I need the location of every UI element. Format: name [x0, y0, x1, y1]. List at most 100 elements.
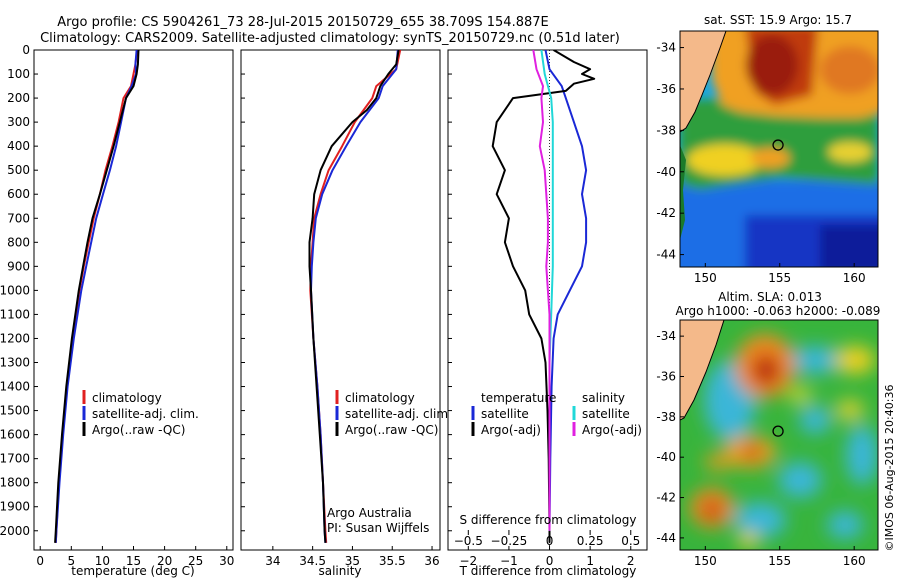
lon-tick-label: 160 — [843, 554, 866, 568]
difference-y-ticks — [448, 49, 452, 532]
legend-label-climatology: climatology — [92, 391, 162, 405]
legend-title-temperature: temperature — [481, 391, 556, 405]
lat-tick-label: -44 — [656, 531, 676, 545]
legend-label-argo: Argo(..raw -QC) — [345, 423, 438, 437]
series-line-satellite-adj-clim- — [54, 50, 138, 543]
sst-argo-position-marker — [772, 139, 784, 151]
x-tick-label: 0 — [546, 554, 554, 568]
lat-tick-label: -36 — [656, 82, 676, 96]
sst-map-frame — [679, 30, 879, 268]
legend-label-t-satellite: satellite — [481, 407, 529, 421]
depth-tick-label: 600 — [7, 187, 30, 201]
depth-tick-label: 100 — [7, 67, 30, 81]
salinity-axis-label: salinity — [318, 564, 361, 578]
depth-tick-label: 400 — [7, 139, 30, 153]
land-australia — [680, 320, 724, 420]
temperature-axis-label: temperature (deg C) — [71, 564, 194, 578]
sla-map-title-line2: Argo h1000: -0.063 h2000: -0.089 — [676, 304, 881, 318]
depth-tick-label: 500 — [7, 163, 30, 177]
depth-tick-label: 700 — [7, 211, 30, 225]
lat-tick-label: -36 — [656, 369, 676, 383]
figure-title-line1: Argo profile: CS 5904261_73 28-Jul-2015 … — [57, 15, 548, 30]
x-tick-label: 1 — [586, 554, 594, 568]
lat-tick-label: -42 — [656, 206, 676, 220]
depth-tick-label: 1600 — [0, 428, 30, 442]
s-tick-label: −0.25 — [491, 534, 528, 548]
depth-tick-label: 900 — [7, 259, 30, 273]
series-line-t-satellite — [544, 50, 588, 531]
salinity-legend: climatology satellite-adj. clim. Argo(..… — [335, 390, 452, 437]
x-tick-label: 20 — [157, 554, 172, 568]
x-tick-label: 34.5 — [299, 554, 326, 568]
series-line-s-argo-adj- — [532, 50, 551, 531]
x-tick-label: 36 — [424, 554, 439, 568]
lat-tick-label: -38 — [656, 410, 676, 424]
difference-legend-temperature: temperature satellite Argo(-adj) — [471, 391, 556, 437]
x-tick-label: 15 — [126, 554, 141, 568]
temperature-legend: climatology satellite-adj. clim. Argo(..… — [82, 390, 199, 437]
argo-operator-label: Argo Australia — [327, 506, 412, 520]
salinity-y-ticks — [241, 49, 245, 532]
depth-axis: 0 100 200 300 400 500 600 700 800 900 1000 1100 1200… — [0, 43, 38, 538]
x-tick-label: 30 — [219, 554, 234, 568]
x-tick-label: 10 — [95, 554, 110, 568]
legend-label-climatology: climatology — [345, 391, 415, 405]
temperature-plot-frame — [33, 49, 234, 551]
legend-label-s-argo: Argo(-adj) — [582, 423, 642, 437]
sst-map-panel: sat. SST: 15.9 Argo: 15.7 -34-36- — [656, 13, 879, 285]
difference-series — [491, 50, 596, 543]
s-difference-axis: −0.5 −0.25 0 0.25 0.5 — [454, 530, 640, 548]
sla-map-panel: Altim. SLA: 0.013 Argo h1000: -0.063 h20… — [656, 290, 880, 568]
depth-tick-label: 2000 — [0, 524, 30, 538]
sst-map-image — [680, 31, 878, 267]
lon-tick-label: 155 — [768, 271, 791, 285]
temperature-series — [54, 50, 140, 543]
s-difference-axis-label: S difference from climatology — [460, 513, 637, 527]
x-tick-label: 35 — [345, 554, 360, 568]
x-tick-label: 34 — [265, 554, 280, 568]
depth-tick-label: 1500 — [0, 404, 30, 418]
depth-tick-label: 1100 — [0, 307, 30, 321]
depth-tick-label: 1700 — [0, 452, 30, 466]
temperature-panel: 0100200300400500600700800900100011001200… — [0, 43, 234, 578]
salinity-panel: 34 34.5 35 35.5 36 climatology satellite-adj… — [240, 49, 452, 578]
depth-tick-label: 1000 — [0, 283, 30, 297]
depth-tick-label: 1300 — [0, 356, 30, 370]
figure-title-line2: Climatology: CARS2009. Satellite-adjuste… — [40, 31, 620, 46]
lat-tick-label: -34 — [656, 41, 676, 55]
depth-tick-label: 1400 — [0, 380, 30, 394]
legend-label-argo: Argo(..raw -QC) — [92, 423, 185, 437]
legend-label-satellite-adj: satellite-adj. clim. — [345, 407, 452, 421]
s-tick-label: 0.5 — [621, 534, 640, 548]
series-line-argo-raw-qc- — [54, 50, 140, 543]
x-tick-label: 0 — [36, 554, 44, 568]
sla-argo-position-marker — [772, 425, 784, 437]
lon-tick-label: 160 — [843, 271, 866, 285]
lat-tick-label: -44 — [656, 248, 676, 262]
series-line-t-argo-adj- — [491, 50, 596, 543]
difference-plot-frame — [447, 49, 648, 551]
s-tick-label: 0.25 — [577, 534, 604, 548]
t-difference-axis-label: T difference from climatology — [459, 564, 637, 578]
argo-pi-label: PI: Susan Wijffels — [327, 521, 429, 535]
difference-legend-salinity: salinity satellite Argo(-adj) — [572, 391, 642, 437]
x-tick-label: 25 — [188, 554, 203, 568]
lat-tick-label: -40 — [656, 450, 676, 464]
series-line-argo-raw-qc- — [308, 50, 400, 543]
depth-tick-label: 200 — [7, 91, 30, 105]
s-tick-label: −0.5 — [454, 534, 483, 548]
sla-map-title-line1: Altim. SLA: 0.013 — [718, 290, 822, 304]
land-australia — [680, 31, 726, 132]
depth-tick-label: 1900 — [0, 500, 30, 514]
lat-tick-label: -40 — [656, 165, 676, 179]
depth-tick-label: 800 — [7, 235, 30, 249]
x-tick-label: −2 — [459, 554, 477, 568]
t-difference-x-axis: −2 −1 0 1 2 — [459, 546, 635, 568]
temperature-x-axis: 0 5 10 15 20 25 30 — [36, 546, 234, 568]
depth-tick-label: 300 — [7, 115, 30, 129]
sst-map-title: sat. SST: 15.9 Argo: 15.7 — [704, 13, 852, 27]
legend-label-t-argo: Argo(-adj) — [481, 423, 541, 437]
legend-label-satellite-adj: satellite-adj. clim. — [92, 407, 199, 421]
sla-map-frame — [679, 319, 879, 551]
